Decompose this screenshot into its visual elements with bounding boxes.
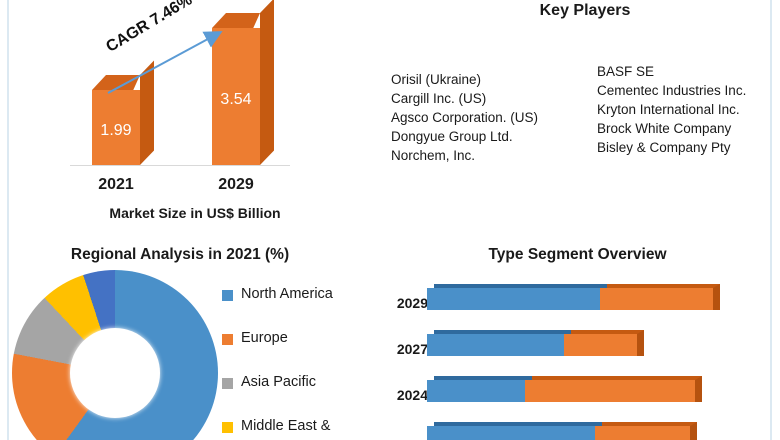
bar-segment-blue xyxy=(427,288,600,310)
donut-hole xyxy=(70,328,160,418)
bar-segment-orange xyxy=(600,288,713,310)
bar-segment-orange xyxy=(595,426,690,440)
bar-top-orange xyxy=(571,330,644,334)
bar-top-face xyxy=(92,75,140,90)
bar-top-blue xyxy=(434,284,607,288)
frame-right-border xyxy=(770,0,772,440)
bar-front-face xyxy=(212,28,260,165)
legend-swatch-icon xyxy=(222,334,233,345)
key-player-item: Cementec Industries Inc. xyxy=(597,83,747,98)
bar-segment-orange xyxy=(564,334,637,356)
type-segment-bar-2029 xyxy=(427,284,720,310)
legend-label: Europe xyxy=(241,330,288,346)
key-player-item: Cargill Inc. (US) xyxy=(391,91,487,106)
type-segment-category-2029: 2029 xyxy=(396,295,428,311)
key-player-item: Bisley & Company Pty xyxy=(597,140,731,155)
key-players-column-2: BASF SE Cementec Industries Inc. Kryton … xyxy=(597,62,746,157)
regional-analysis-panel: Regional Analysis in 2021 (%) North Amer… xyxy=(0,238,380,440)
bar-segment-orange xyxy=(525,380,695,402)
type-segment-bar-partial xyxy=(427,422,697,440)
bar-front-face xyxy=(92,90,140,165)
type-segment-category-2027: 2027 xyxy=(396,341,428,357)
bar-end-cap xyxy=(695,376,702,402)
bar-segment-blue xyxy=(427,380,525,402)
bar-top-orange xyxy=(602,422,697,426)
legend-label: Asia Pacific xyxy=(241,374,316,390)
cagr-arrow-icon xyxy=(107,31,223,94)
key-player-item: Orisil (Ukraine) xyxy=(391,72,482,87)
legend-label: North America xyxy=(241,286,333,302)
bar-top-blue xyxy=(434,376,532,380)
key-player-item: Dongyue Group Ltd. xyxy=(391,129,513,144)
key-players-title: Key Players xyxy=(539,2,631,19)
key-players-panel: Key Players Orisil (Ukraine) Cargill Inc… xyxy=(390,0,780,200)
key-player-item: Norchem, Inc. xyxy=(391,148,476,163)
key-player-item: Brock White Company xyxy=(597,121,732,136)
market-size-bar-2029: 3.54 xyxy=(212,13,260,165)
bar-segment-blue xyxy=(427,334,564,356)
legend-label: Middle East & xyxy=(241,418,331,434)
frame-left-border xyxy=(7,0,9,440)
bar-segment-blue xyxy=(427,426,595,440)
bar-top-blue xyxy=(434,330,571,334)
bar-value-2021: 1.99 xyxy=(100,122,132,139)
legend-swatch-icon xyxy=(222,378,233,389)
bar-category-2021: 2021 xyxy=(98,176,134,193)
key-player-item: BASF SE xyxy=(597,64,655,79)
bar-top-face xyxy=(212,13,260,28)
key-player-item: Agsco Corporation. (US) xyxy=(391,110,539,125)
bar-end-cap xyxy=(690,422,697,440)
regional-donut-chart xyxy=(12,270,218,440)
type-segment-bar-2024 xyxy=(427,376,702,402)
bar-top-orange xyxy=(607,284,720,288)
legend-swatch-icon xyxy=(222,422,233,433)
type-segment-panel: Type Segment Overview 2029 2027 2024 xyxy=(380,238,780,440)
bar-top-blue xyxy=(434,422,602,426)
market-size-chart: 1.99 2021 3.54 2029 CAGR 7.46% Market Si… xyxy=(0,0,390,232)
chart-baseline xyxy=(70,165,290,166)
type-segment-category-2024: 2024 xyxy=(396,387,428,403)
bar-end-cap xyxy=(637,330,644,356)
regional-analysis-title: Regional Analysis in 2021 (%) xyxy=(70,246,290,263)
bar-top-orange xyxy=(532,376,702,380)
key-players-column-1: Orisil (Ukraine) Cargill Inc. (US) Agsco… xyxy=(391,70,538,165)
bar-end-cap xyxy=(713,284,720,310)
cagr-annotation: CAGR 7.46% xyxy=(103,0,255,88)
type-segment-bar-2027 xyxy=(427,330,644,356)
market-size-axis-label: Market Size in US$ Billion xyxy=(109,205,281,221)
type-segment-title: Type Segment Overview xyxy=(488,246,667,263)
bar-category-2029: 2029 xyxy=(218,176,254,193)
bar-value-2029: 3.54 xyxy=(220,91,252,108)
legend-swatch-icon xyxy=(222,290,233,301)
key-player-item: Kryton International Inc. xyxy=(597,102,740,117)
